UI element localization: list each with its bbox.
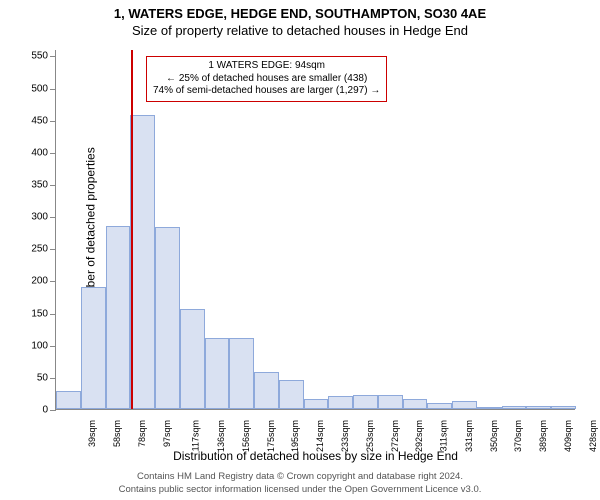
y-tick-label: 350	[31, 180, 56, 191]
histogram-bar	[403, 399, 428, 409]
histogram-bar	[205, 338, 230, 409]
histogram-bar	[279, 380, 304, 409]
histogram-bar	[155, 227, 180, 409]
chart-area: Number of detached properties Distributi…	[55, 50, 575, 410]
chart-subtitle: Size of property relative to detached ho…	[0, 21, 600, 38]
x-tick-label: 350sqm	[489, 420, 499, 452]
x-tick-label: 428sqm	[588, 420, 598, 452]
plot-region: Number of detached properties Distributi…	[55, 50, 575, 410]
annotation-line-2: ← 25% of detached houses are smaller (43…	[153, 73, 380, 86]
x-tick-label: 156sqm	[241, 420, 251, 452]
footer-line-1: Contains HM Land Registry data © Crown c…	[0, 471, 600, 483]
y-tick-label: 450	[31, 115, 56, 126]
histogram-bar	[180, 309, 205, 409]
y-tick-label: 100	[31, 340, 56, 351]
x-tick-label: 136sqm	[216, 420, 226, 452]
footer-attribution: Contains HM Land Registry data © Crown c…	[0, 471, 600, 496]
histogram-bar	[526, 406, 551, 409]
histogram-bar	[81, 287, 106, 409]
x-tick-label: 272sqm	[390, 420, 400, 452]
histogram-bar	[130, 115, 155, 409]
chart-title: 1, WATERS EDGE, HEDGE END, SOUTHAMPTON, …	[0, 0, 600, 21]
y-tick-label: 550	[31, 51, 56, 62]
histogram-bar	[304, 399, 329, 409]
x-tick-label: 195sqm	[291, 420, 301, 452]
histogram-bar	[452, 401, 477, 409]
y-tick-label: 250	[31, 244, 56, 255]
x-tick-label: 117sqm	[191, 420, 201, 451]
x-tick-label: 233sqm	[340, 420, 350, 452]
footer-line-2: Contains public sector information licen…	[0, 484, 600, 496]
annotation-line-3: 74% of semi-detached houses are larger (…	[153, 85, 380, 98]
annotation-box: 1 WATERS EDGE: 94sqm← 25% of detached ho…	[146, 56, 387, 102]
histogram-bar	[106, 226, 131, 409]
histogram-bar	[477, 407, 502, 409]
x-tick-label: 331sqm	[464, 420, 474, 452]
x-tick-label: 214sqm	[315, 420, 325, 452]
histogram-bar	[502, 406, 527, 409]
y-tick-label: 400	[31, 147, 56, 158]
histogram-bar	[378, 395, 403, 409]
y-tick-label: 300	[31, 212, 56, 223]
y-tick-label: 500	[31, 83, 56, 94]
y-tick-label: 150	[31, 308, 56, 319]
x-tick-label: 409sqm	[563, 420, 573, 452]
histogram-bar	[229, 338, 254, 409]
x-tick-label: 175sqm	[266, 420, 276, 452]
x-tick-label: 78sqm	[137, 420, 147, 447]
histogram-bar	[427, 403, 452, 409]
x-tick-label: 370sqm	[513, 420, 523, 452]
histogram-bar	[353, 395, 378, 409]
x-tick-label: 58sqm	[112, 420, 122, 447]
y-tick-label: 0	[42, 405, 56, 416]
histogram-bar	[328, 396, 353, 409]
x-tick-label: 97sqm	[162, 420, 172, 447]
x-tick-label: 39sqm	[87, 420, 97, 447]
histogram-bar	[254, 372, 279, 409]
x-tick-label: 253sqm	[365, 420, 375, 452]
x-tick-label: 389sqm	[538, 420, 548, 452]
x-tick-label: 311sqm	[438, 420, 448, 451]
histogram-bar	[56, 391, 81, 409]
y-tick-label: 200	[31, 276, 56, 287]
y-tick-label: 50	[37, 372, 56, 383]
reference-line	[131, 50, 133, 409]
histogram-bar	[551, 406, 576, 409]
annotation-line-1: 1 WATERS EDGE: 94sqm	[153, 60, 380, 73]
x-tick-label: 292sqm	[414, 420, 424, 452]
